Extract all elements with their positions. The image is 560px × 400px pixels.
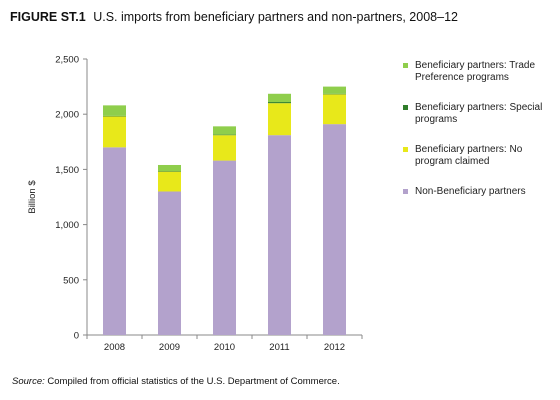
source-note: Source: Compiled from official statistic… [12,376,340,387]
bar-segment [158,164,181,172]
x-tick-label: 2008 [104,342,125,353]
x-tick-label: 2011 [269,342,289,353]
bar-segment [323,94,346,125]
bar-segment [103,115,126,117]
bar-segment [268,103,291,136]
legend-item: Beneficiary partners: Trade Preference p… [403,60,553,84]
bar-segment [158,171,181,172]
y-tick-label: 1,000 [55,220,79,231]
chart-legend: Beneficiary partners: Trade Preference p… [403,60,553,216]
y-tick-label: 500 [63,275,79,286]
x-tick-label: 2012 [324,342,345,353]
legend-swatch [403,147,408,152]
bar-segment [158,171,181,192]
legend-label: Beneficiary partners: Trade Preference p… [415,60,536,83]
bar-segment [323,93,346,95]
bar-segment [268,93,291,103]
y-tick-label: 2,500 [55,55,79,66]
legend-item: Beneficiary partners: No program claimed [403,144,553,168]
bar-segment [323,124,346,335]
source-text: Compiled from official statistics of the… [47,376,340,387]
y-axis-label: Billion $ [27,180,38,214]
x-tick-label: 2010 [214,342,235,353]
legend-swatch [403,105,408,110]
title-text: U.S. imports from beneficiary partners a… [93,10,458,24]
bar-segment [103,147,126,335]
x-tick-label: 2009 [159,342,180,353]
chart-title: FIGURE ST.1 U.S. imports from beneficiar… [10,10,458,24]
legend-label: Non-Beneficiary partners [415,186,526,197]
y-tick-label: 1,500 [55,165,79,176]
bar-segment [213,160,236,335]
bar-segment [158,191,181,335]
legend-swatch [403,63,408,68]
bar-segment [103,116,126,148]
legend-swatch [403,189,408,194]
legend-label: Beneficiary partners: Special programs [415,102,543,125]
bar-segment [103,105,126,116]
bar-segment [268,102,291,104]
bar-segment [323,86,346,94]
legend-label: Beneficiary partners: No program claimed [415,144,523,167]
source-label: Source: [12,376,45,387]
bar-segment [213,126,236,135]
y-tick-label: 2,000 [55,110,79,121]
bar-segment [268,135,291,335]
legend-item: Beneficiary partners: Special programs [403,102,553,126]
figure-label: FIGURE ST.1 [10,10,86,24]
legend-item: Non-Beneficiary partners [403,186,553,198]
bar-segment [213,135,236,161]
bar-segment [213,134,236,136]
y-tick-label: 0 [74,331,79,342]
